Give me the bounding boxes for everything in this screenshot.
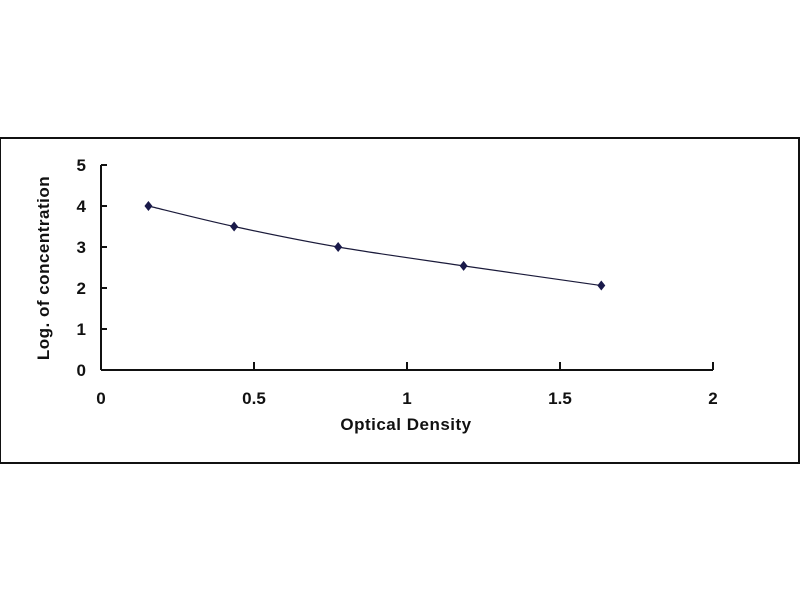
- data-point: [459, 260, 468, 271]
- data-point: [144, 201, 153, 211]
- x-tick-label: 0.5: [242, 389, 266, 408]
- x-axis-label: Optical Density: [340, 415, 471, 434]
- x-tick-label: 0: [96, 389, 105, 408]
- chart-frame: [0, 137, 800, 464]
- y-tick-label: 0: [77, 361, 86, 380]
- x-tick-label: 1: [402, 389, 411, 408]
- series-curve: [148, 205, 602, 287]
- y-tick-label: 5: [77, 156, 86, 175]
- data-point: [597, 280, 606, 291]
- data-point: [334, 242, 343, 252]
- y-tick-label: 4: [77, 197, 87, 216]
- y-tick-label: 3: [77, 238, 86, 257]
- y-tick-label: 2: [77, 279, 86, 298]
- x-tick-label: 1.5: [548, 389, 572, 408]
- data-point: [230, 221, 239, 232]
- y-axis-label: Log. of concentration: [34, 176, 53, 360]
- y-tick-label: 1: [77, 320, 86, 339]
- x-tick-label: 2: [708, 389, 717, 408]
